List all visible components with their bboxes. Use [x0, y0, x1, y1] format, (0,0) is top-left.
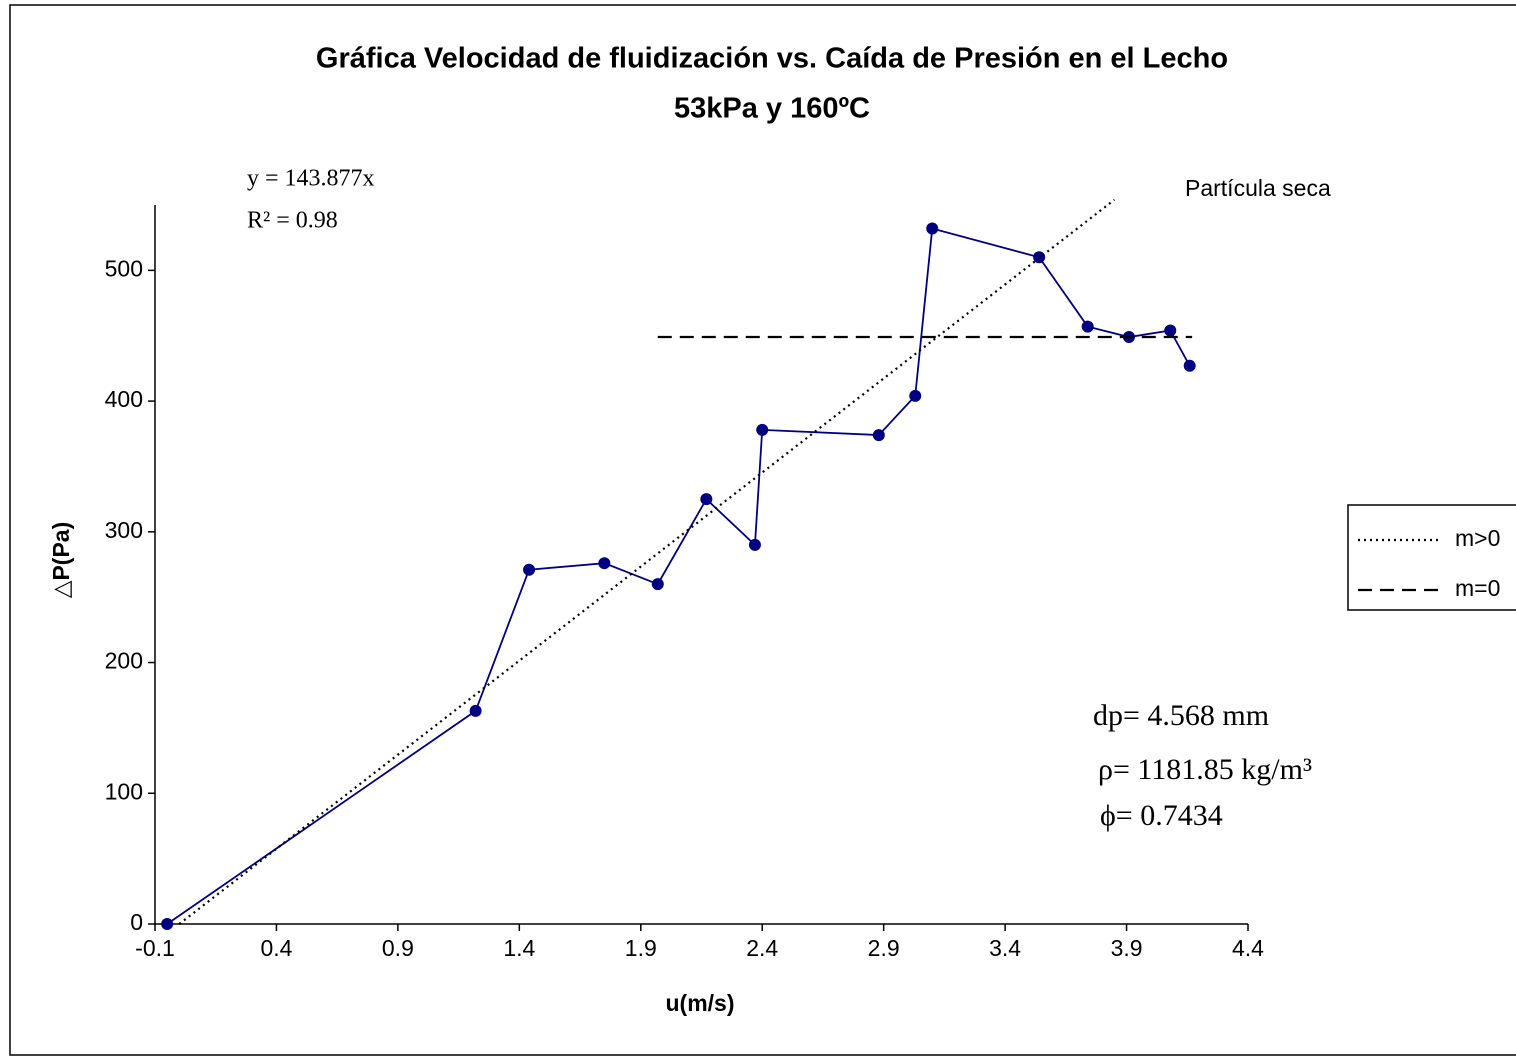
data-point	[700, 493, 713, 506]
data-point	[161, 918, 174, 930]
chart-frame	[9, 4, 1516, 1056]
legend	[1347, 504, 1516, 611]
annotation: ϕ= 0.7434	[1100, 799, 1223, 832]
x-tick-label: 1.4	[503, 935, 535, 961]
annotation: dp= 4.568 mm	[1093, 699, 1269, 732]
data-point	[598, 557, 611, 570]
annotation: ρ= 1181.85 kg/m³	[1098, 753, 1312, 786]
y-tick-label: 300	[105, 517, 143, 543]
y-tick-label: 100	[105, 778, 143, 804]
x-axis-label: u(m/s)	[666, 990, 735, 1016]
data-point	[651, 578, 664, 591]
data-point	[1081, 320, 1094, 333]
y-axis-label: △P(Pa)	[48, 522, 74, 598]
x-tick-label: 3.9	[1111, 935, 1143, 961]
x-tick-label: 2.4	[746, 935, 778, 961]
r-squared: R² = 0.98	[247, 208, 338, 234]
annotation: Partícula seca	[1185, 175, 1331, 201]
data-point	[1164, 324, 1177, 337]
data-line	[178, 198, 1116, 925]
chart-title: Gráfica Velocidad de fluidización vs. Ca…	[316, 43, 1228, 75]
legend-label: m>0	[1455, 525, 1500, 551]
data-point	[469, 704, 482, 717]
data-point	[523, 563, 536, 576]
data-point	[1033, 251, 1046, 264]
x-tick-label: -0.1	[135, 935, 175, 961]
x-tick-label: 0.9	[382, 935, 414, 961]
x-tick-label: 3.4	[989, 935, 1021, 961]
x-tick-label: 1.9	[625, 935, 657, 961]
data-point	[756, 423, 769, 436]
y-tick-label: 500	[105, 255, 143, 281]
y-tick-label: 200	[105, 648, 143, 674]
equation: y = 143.877x	[247, 166, 375, 192]
chart-subtitle: 53kPa y 160ºC	[674, 93, 870, 125]
data-line	[166, 227, 1191, 925]
data-point	[926, 222, 939, 235]
data-point	[909, 389, 922, 402]
y-tick-label: 0	[130, 909, 143, 935]
legend-label: m=0	[1455, 575, 1500, 601]
data-point	[872, 429, 885, 442]
x-tick-label: 0.4	[260, 935, 292, 961]
data-point	[748, 538, 761, 551]
x-tick-label: 2.9	[868, 935, 900, 961]
y-tick-label: 400	[105, 386, 143, 412]
x-tick-label: 4.4	[1232, 935, 1264, 961]
data-point	[1183, 359, 1196, 372]
